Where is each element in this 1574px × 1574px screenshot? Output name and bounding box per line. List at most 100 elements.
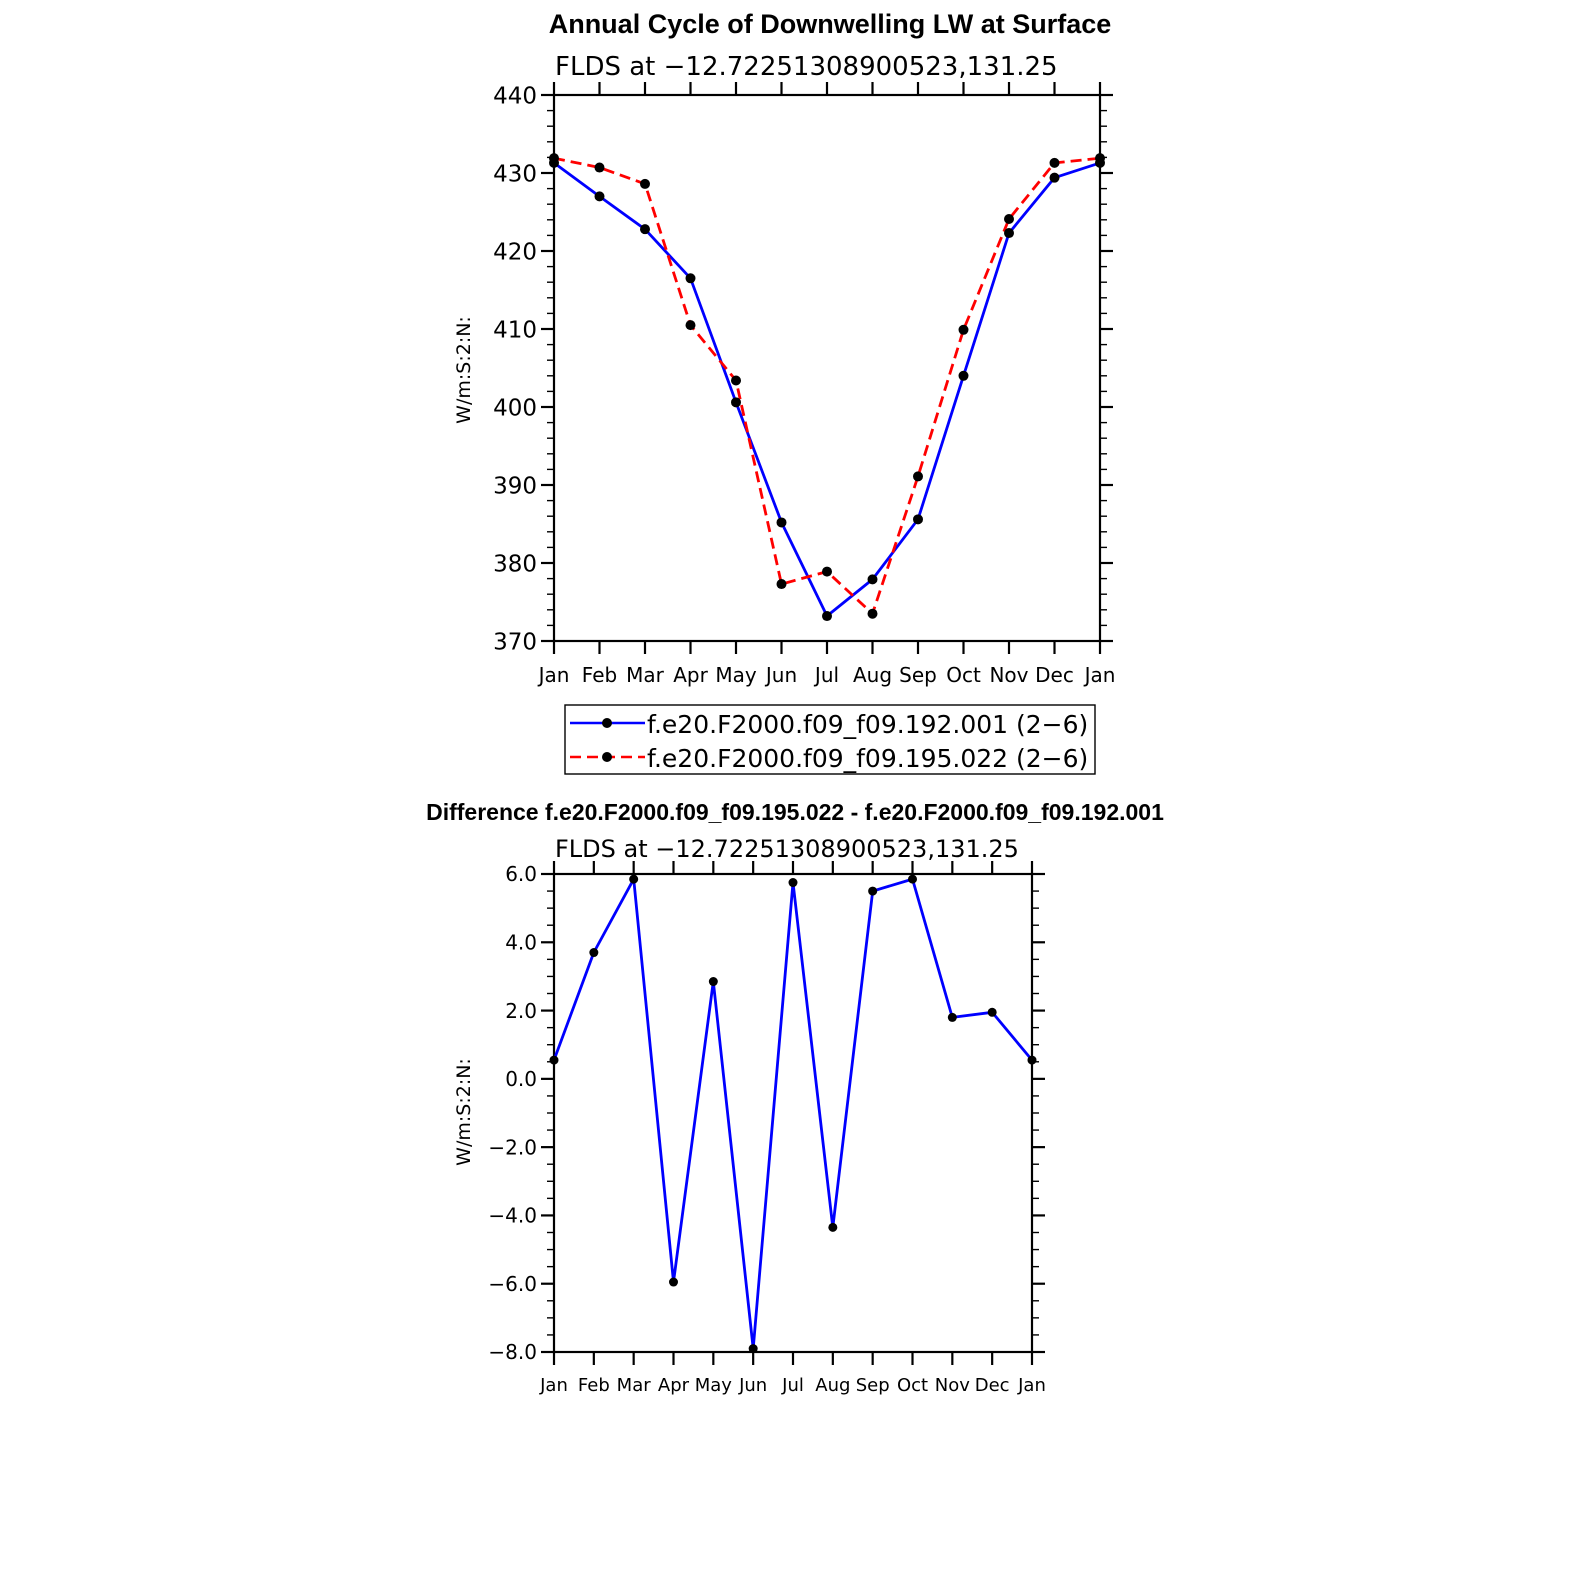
- y-tick-label: 400: [493, 395, 537, 421]
- legend-label: f.e20.F2000.f09_f09.192.001 (2−6): [647, 710, 1088, 739]
- y-tick-label: 4.0: [505, 930, 537, 954]
- x-tick-label: Sep: [856, 1375, 890, 1396]
- y-tick-label: 370: [493, 629, 537, 655]
- x-tick-label: May: [715, 663, 757, 687]
- legend-marker: [602, 752, 612, 762]
- x-tick-label: Feb: [582, 663, 617, 687]
- data-point: [776, 579, 787, 590]
- series-group: [549, 874, 1037, 1354]
- x-tick-label: May: [695, 1375, 733, 1396]
- x-tick-label: Oct: [897, 1375, 928, 1396]
- y-tick-label: 6.0: [505, 862, 537, 886]
- chart-subtitle: FLDS at −12.72251308900523,131.25: [555, 52, 1058, 82]
- x-tick-label: Dec: [1035, 663, 1074, 687]
- x-tick-label: Mar: [617, 1375, 652, 1396]
- series-line-0: [552, 877, 1034, 1350]
- data-point: [640, 178, 650, 189]
- series-line-0: [553, 161, 1101, 618]
- legend: f.e20.F2000.f09_f09.192.001 (2−6) f.e20.…: [564, 704, 1096, 775]
- series-group: [549, 153, 1105, 622]
- data-point: [987, 1007, 997, 1017]
- plot-frame: [552, 872, 1034, 1354]
- x-tick-label: Dec: [975, 1375, 1010, 1396]
- y-tick-label: −2.0: [488, 1135, 537, 1159]
- data-point: [1095, 153, 1105, 164]
- x-tick-label: Jan: [1083, 663, 1116, 687]
- data-point: [776, 517, 787, 528]
- data-point: [685, 320, 696, 331]
- data-point: [1004, 214, 1014, 225]
- legend-marker: [602, 718, 612, 728]
- x-tick-label: Mar: [626, 663, 665, 687]
- data-point: [594, 191, 605, 202]
- difference-chart: Difference f.e20.F2000.f09_f09.195.022 -…: [426, 799, 1164, 1396]
- data-point: [947, 1012, 957, 1022]
- x-tick-label: Jul: [781, 1375, 804, 1396]
- y-tick-label: 2.0: [505, 999, 537, 1023]
- x-tick-label: Nov: [989, 663, 1028, 687]
- y-tick-label: −8.0: [488, 1340, 537, 1364]
- data-point: [822, 566, 832, 577]
- x-tick-label: Feb: [578, 1375, 610, 1396]
- data-point: [1049, 172, 1060, 183]
- data-point: [731, 375, 741, 386]
- x-tick-label: Jan: [537, 663, 570, 687]
- plot-frame: [552, 93, 1102, 643]
- data-point: [589, 948, 599, 958]
- data-point: [867, 574, 878, 585]
- data-point: [748, 1344, 758, 1354]
- axes: 370 380 390 400 410 420 430 440 Jan Feb Mar Apr May J…: [493, 82, 1115, 687]
- y-tick-label: 0.0: [505, 1067, 537, 1091]
- y-tick-label: 380: [493, 551, 537, 577]
- data-point: [640, 224, 650, 235]
- data-point: [908, 874, 917, 884]
- y-tick-label: −6.0: [488, 1272, 537, 1296]
- data-point: [708, 977, 718, 987]
- data-point: [1027, 1055, 1037, 1065]
- x-tick-label: Aug: [853, 663, 892, 687]
- y-tick-label: 440: [493, 83, 537, 109]
- legend-entry: f.e20.F2000.f09_f09.195.022 (2−6): [570, 744, 1088, 773]
- data-point: [1049, 157, 1060, 168]
- x-tick-label: Nov: [935, 1375, 970, 1396]
- data-point: [867, 608, 878, 619]
- data-point: [913, 471, 923, 482]
- data-point: [828, 1222, 838, 1232]
- x-tick-label: Jan: [1017, 1375, 1046, 1396]
- y-tick-label: 390: [493, 473, 537, 499]
- x-tick-label: Oct: [946, 663, 981, 687]
- y-tick-label: 430: [493, 161, 537, 187]
- y-tick-label: 410: [493, 317, 537, 343]
- x-tick-label: Jan: [539, 1375, 568, 1396]
- data-point: [549, 153, 559, 164]
- data-point: [913, 514, 923, 525]
- x-tick-label: Jul: [813, 663, 839, 687]
- y-axis-label: W/m:S:2:N:: [453, 316, 475, 424]
- x-tick-label: Apr: [658, 1375, 690, 1396]
- legend-label: f.e20.F2000.f09_f09.195.022 (2−6): [647, 744, 1088, 773]
- x-tick-label: Aug: [815, 1375, 850, 1396]
- axes: −8.0 −6.0 −4.0 −2.0 0.0 2.0 4.0 6.0 Jan Feb Mar Apr…: [488, 861, 1046, 1396]
- y-tick-label: 420: [493, 239, 537, 265]
- annual-cycle-chart: Annual Cycle of Downwelling LW at Surfac…: [453, 9, 1115, 775]
- chart-subtitle: FLDS at −12.72251308900523,131.25: [555, 835, 1019, 863]
- data-point: [731, 397, 741, 408]
- x-tick-label: Sep: [899, 663, 937, 687]
- x-tick-label: Jun: [764, 663, 797, 687]
- data-point: [868, 886, 878, 896]
- data-point: [594, 162, 605, 173]
- y-tick-label: −4.0: [488, 1204, 537, 1228]
- chart-title: Difference f.e20.F2000.f09_f09.195.022 -…: [426, 799, 1164, 825]
- data-point: [788, 878, 798, 888]
- data-point: [685, 273, 696, 284]
- data-point: [549, 1055, 559, 1065]
- legend-box: [564, 704, 1096, 775]
- data-point: [958, 324, 969, 335]
- data-point: [1004, 228, 1014, 239]
- data-point: [822, 611, 832, 622]
- legend-entry: f.e20.F2000.f09_f09.192.001 (2−6): [570, 710, 1088, 739]
- data-point: [958, 370, 969, 381]
- data-point: [669, 1277, 678, 1287]
- chart-title: Annual Cycle of Downwelling LW at Surfac…: [549, 9, 1112, 39]
